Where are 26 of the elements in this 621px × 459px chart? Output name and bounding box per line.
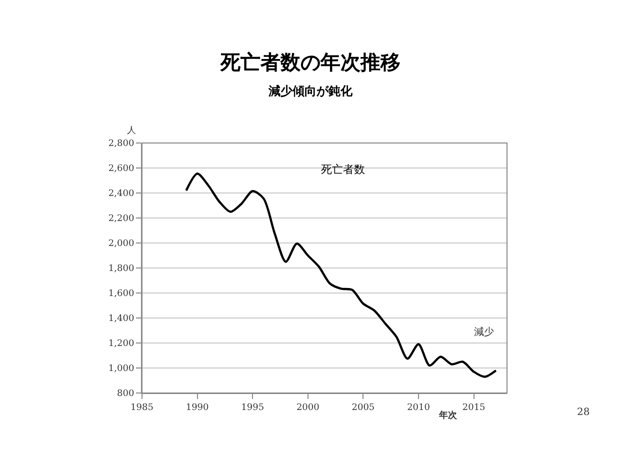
y-tick-label: 1,600 xyxy=(108,289,134,300)
y-tick-label: 1,800 xyxy=(108,264,134,274)
annotation: 減少 xyxy=(474,326,494,338)
y-tick-label: 1,400 xyxy=(108,314,134,324)
x-tick-label: 2000 xyxy=(296,402,320,413)
x-tick-label: 2005 xyxy=(352,402,375,413)
y-tick-label: 2,000 xyxy=(108,239,134,250)
y-tick-label: 1,200 xyxy=(108,339,134,350)
x-tick-label: 2015 xyxy=(462,402,486,413)
x-tick-label: 1990 xyxy=(186,402,210,413)
x-tick-label: 1995 xyxy=(241,402,264,413)
x-tick-label: 2010 xyxy=(407,402,430,413)
chart-title: 死亡者数の年次推移 xyxy=(220,50,400,74)
y-tick-label: 1,000 xyxy=(108,364,134,374)
text: 28 xyxy=(577,407,590,418)
x-tick-label: 1985 xyxy=(130,402,154,413)
line-series xyxy=(185,172,498,378)
y-tick-label: 2,400 xyxy=(108,189,134,200)
y-tick-label: 800 xyxy=(117,389,134,400)
y-tick-label: 2,600 xyxy=(108,164,134,174)
text: 死亡者数 xyxy=(321,163,365,176)
y-axis-title: 人 xyxy=(127,125,136,136)
x-axis-title: 年次 xyxy=(438,410,458,421)
y-tick-label: 2,200 xyxy=(108,214,134,224)
y-tick-label: 2,800 xyxy=(108,139,134,150)
chart-subtitle: 減少傾向が鈍化 xyxy=(268,84,354,98)
